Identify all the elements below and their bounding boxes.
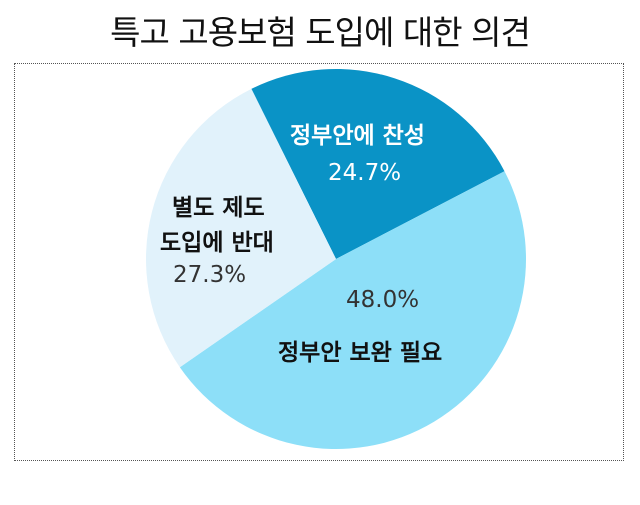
slice-label-supplement: 정부안 보완 필요 [278, 340, 443, 366]
pie-slice [145, 88, 336, 368]
slice-label-oppose-line2: 도입에 반대 [160, 230, 274, 256]
pie-slice [251, 69, 505, 260]
slice-pct-supplement: 48.0% [346, 287, 420, 313]
slice-label-oppose-line1: 별도 제도 [172, 195, 265, 221]
slice-pct-approve: 24.7% [328, 160, 402, 186]
chart-title: 특고 고용보험 도입에 대한 의견 [110, 13, 531, 52]
slice-label-approve: 정부안에 찬성 [290, 123, 425, 149]
chart-frame [14, 63, 624, 461]
pie-slice [179, 171, 527, 450]
slice-pct-oppose: 27.3% [173, 262, 247, 288]
